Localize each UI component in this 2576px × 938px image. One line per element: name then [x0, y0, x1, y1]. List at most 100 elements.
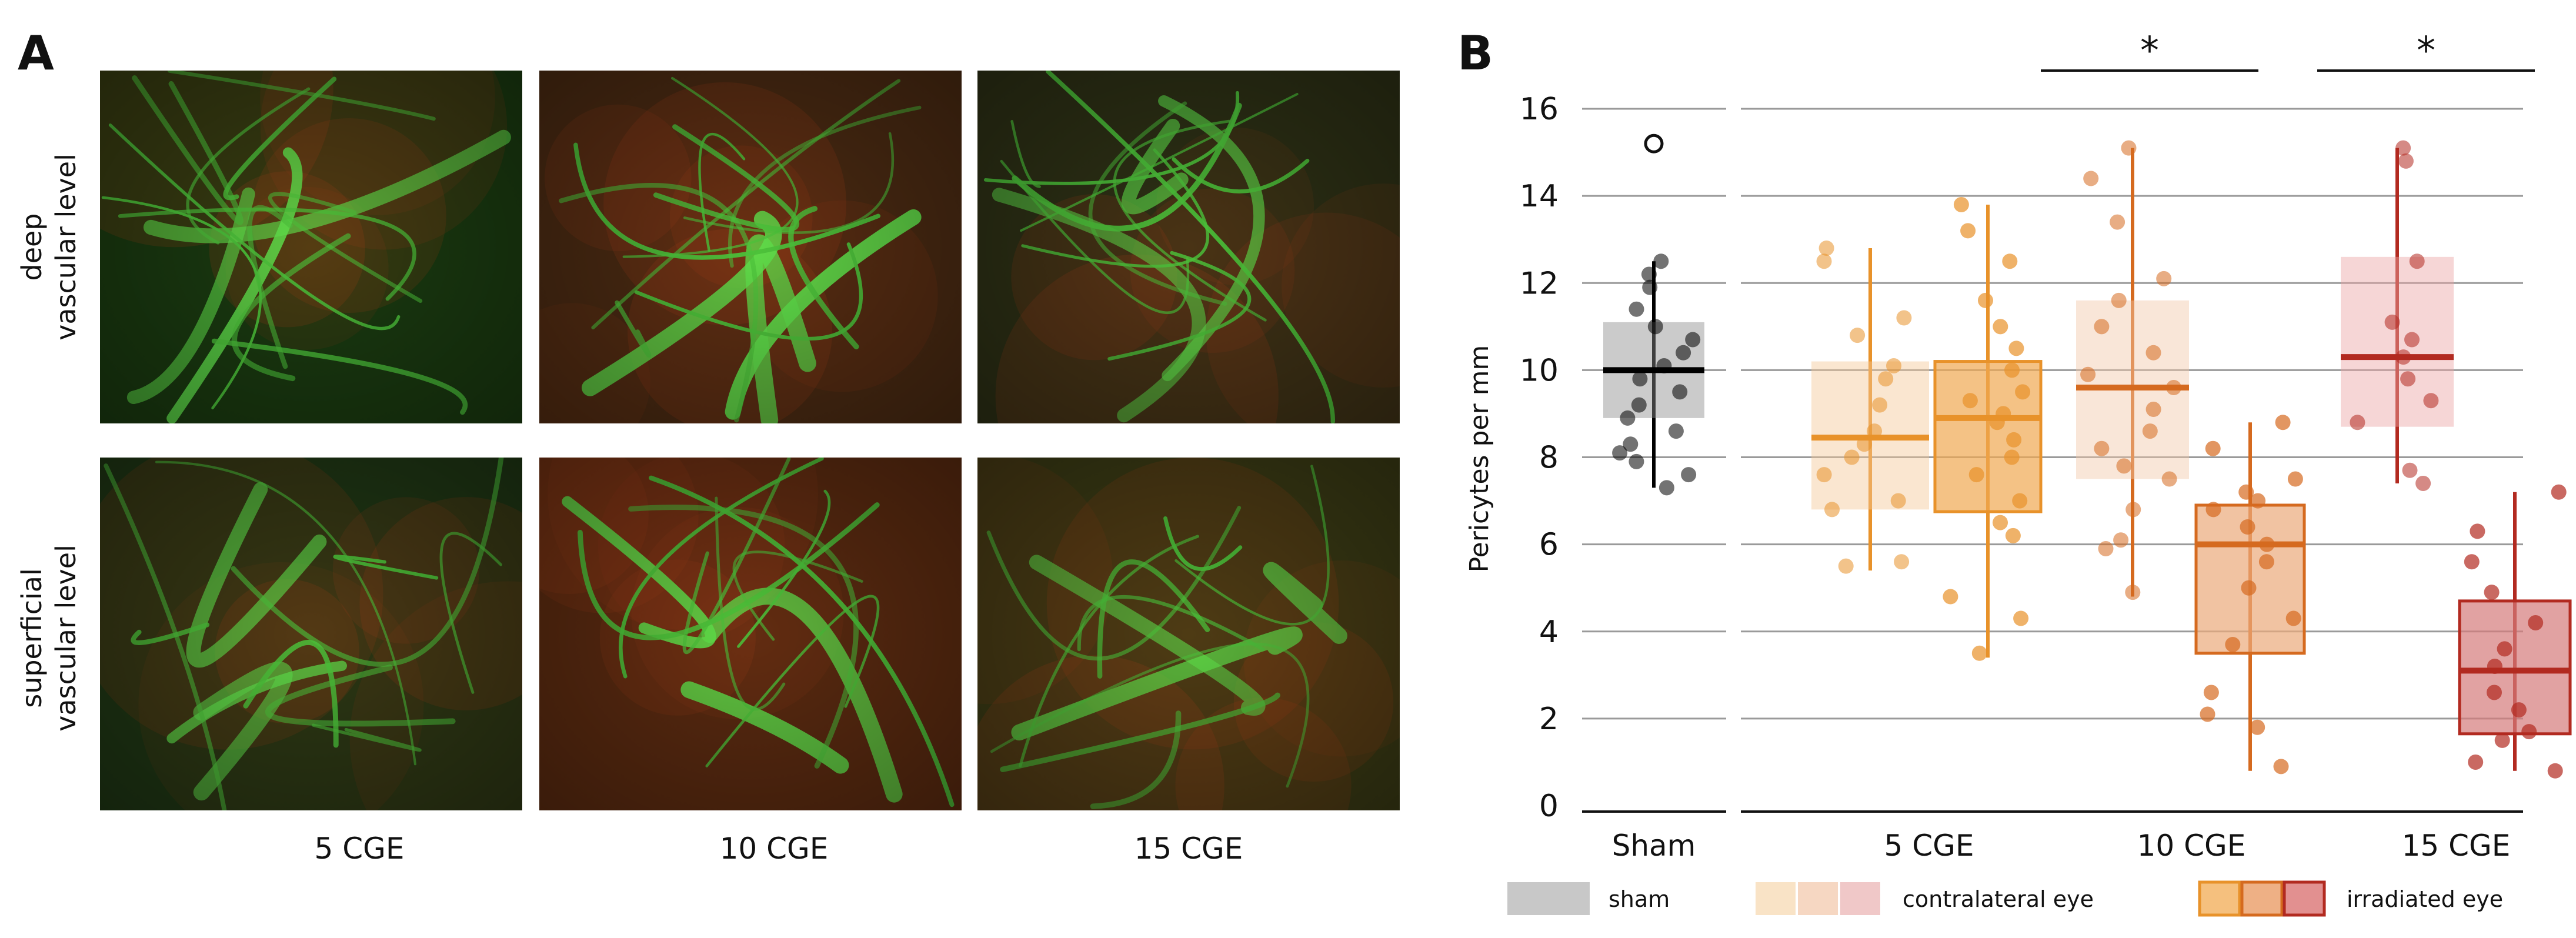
- data-point: [2415, 475, 2431, 491]
- data-point: [2145, 402, 2161, 418]
- data-point: [2002, 253, 2018, 269]
- box-sham-sham: [1603, 133, 1704, 496]
- box-5-cge-irradiated-eye: [1933, 196, 2043, 661]
- data-point: [1685, 332, 1701, 348]
- data-point: [2110, 214, 2125, 230]
- row-label-superficial-line1: superficial: [16, 568, 48, 708]
- y-axis-title: Pericytes per mm: [1464, 345, 1494, 573]
- legend-swatch: [1756, 882, 1796, 915]
- data-point: [2273, 759, 2289, 775]
- data-point: [2005, 528, 2021, 543]
- y-tick-label: 16: [1520, 92, 1559, 127]
- category-axis: Sham 5 CGE 10 CGE 15 CGE: [1582, 810, 2523, 863]
- data-point: [1896, 310, 1912, 326]
- data-point: [2402, 462, 2418, 478]
- data-point: [1844, 449, 1860, 465]
- data-point: [1993, 515, 2008, 530]
- data-point: [2205, 502, 2221, 518]
- data-point: [2121, 140, 2137, 156]
- row-label-deep-line1: deep: [16, 213, 48, 281]
- data-point: [2015, 384, 2031, 400]
- box-15-cge-irradiated-eye: [2458, 484, 2572, 779]
- data-point: [2203, 685, 2219, 700]
- data-point: [2285, 610, 2301, 626]
- data-point: [2528, 615, 2544, 630]
- data-point: [1612, 445, 1628, 461]
- micrograph-image: [977, 458, 1400, 810]
- data-point: [1620, 410, 1636, 426]
- data-point: [1838, 558, 1854, 574]
- data-point: [1629, 301, 1644, 317]
- data-point: [1632, 371, 1648, 387]
- data-point: [1968, 467, 1984, 483]
- box-plots: [1603, 133, 2572, 779]
- data-point: [2116, 458, 2132, 474]
- data-point: [2287, 471, 2303, 487]
- legend-swatch: [2240, 880, 2284, 917]
- micrograph-grid: [100, 71, 1400, 810]
- significance-star: *: [2417, 29, 2435, 73]
- significance-star: *: [2140, 29, 2159, 73]
- micrograph-image: [100, 458, 522, 810]
- data-point: [2083, 171, 2099, 186]
- col-label-5cge: 5 CGE: [315, 832, 405, 866]
- data-point: [2395, 140, 2411, 156]
- y-tick-labels: 0 2 4 6 8 10 12 14 16: [1520, 92, 1559, 824]
- data-point: [2113, 532, 2129, 548]
- y-tick-label: 0: [1539, 789, 1559, 824]
- legend-swatch: [2283, 880, 2326, 917]
- data-point: [2156, 271, 2172, 286]
- box-15-cge-contralateral-eye: [2341, 140, 2454, 491]
- data-point: [2098, 541, 2114, 557]
- micrograph-image: [100, 71, 522, 423]
- data-point: [2004, 362, 2020, 378]
- data-point: [2468, 754, 2484, 770]
- box-10-cge-contralateral-eye: [2076, 140, 2189, 600]
- data-point: [2551, 484, 2567, 500]
- data-point: [2008, 341, 2024, 356]
- significance-markers: * *: [2041, 29, 2535, 73]
- data-point: [2240, 519, 2255, 535]
- row-label-superficial-line2: vascular level: [50, 545, 82, 732]
- data-point: [2497, 641, 2512, 657]
- data-point: [2161, 471, 2177, 487]
- data-point: [2400, 371, 2416, 387]
- y-tick-label: 8: [1539, 440, 1559, 476]
- x-category-label: 10 CGE: [2137, 829, 2246, 863]
- data-point: [1623, 436, 1639, 452]
- panel-b: B Pericytes per mm 0 2 4 6 8 10 12 14 16 Sham 5 C…: [1457, 26, 2572, 917]
- data-point: [2241, 580, 2257, 596]
- data-point: [1894, 554, 1910, 570]
- iqr-box: [2194, 503, 2306, 655]
- data-point: [1818, 241, 1834, 256]
- x-category-label: Sham: [1612, 829, 1696, 863]
- data-point: [1668, 423, 1684, 439]
- data-point: [1824, 502, 1840, 518]
- data-point: [2125, 502, 2141, 518]
- data-point: [2004, 449, 2020, 465]
- data-point: [2094, 319, 2110, 335]
- data-point: [1816, 253, 1832, 269]
- legend-label: irradiated eye: [2347, 886, 2503, 912]
- data-point: [2142, 423, 2158, 439]
- data-point: [2521, 724, 2537, 740]
- col-label-10cge: 10 CGE: [720, 832, 829, 866]
- micrograph-image: [539, 458, 962, 810]
- data-point: [2125, 585, 2141, 600]
- y-tick-label: 2: [1539, 702, 1559, 737]
- box-5-cge-contralateral-eye: [1811, 241, 1929, 574]
- box-10-cge-irradiated-eye: [2194, 415, 2306, 775]
- row-label-deep-line2: vascular level: [50, 153, 82, 341]
- data-point: [2350, 415, 2365, 430]
- x-category-label: 15 CGE: [2402, 829, 2511, 863]
- micrograph-image: [977, 71, 1400, 423]
- data-point: [2012, 493, 2028, 509]
- data-point: [2238, 484, 2254, 500]
- data-point: [2484, 585, 2500, 600]
- data-point: [2205, 440, 2221, 456]
- legend-swatch: [1798, 882, 1838, 915]
- data-point: [1629, 453, 1644, 469]
- data-point: [2404, 332, 2420, 348]
- data-point: [1816, 467, 1832, 483]
- data-point: [2464, 554, 2480, 570]
